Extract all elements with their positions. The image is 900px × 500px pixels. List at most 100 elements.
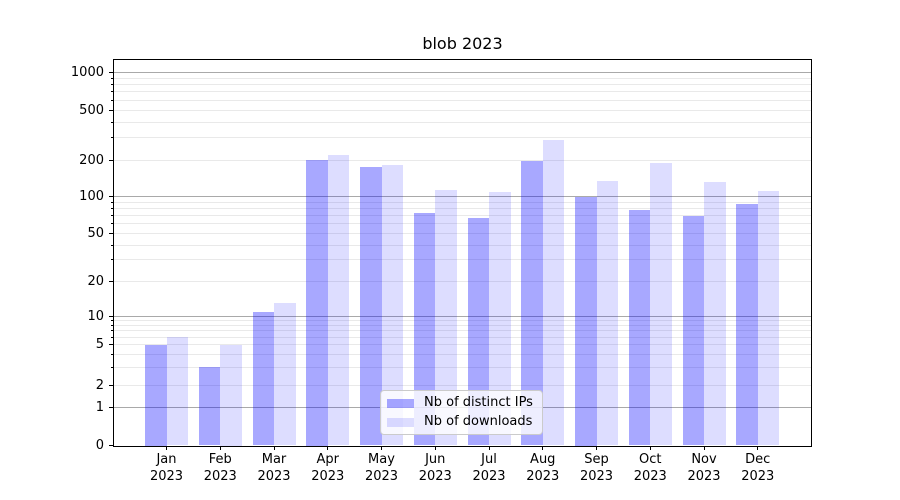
y-minor-tick-mark-50	[111, 233, 114, 234]
y-minor-tick-mark-5	[111, 344, 114, 345]
y-tick-label-20: 20	[87, 273, 104, 289]
x-tick-year-jul: 2023	[472, 469, 506, 484]
gridline-major-10	[114, 316, 811, 317]
bar-jul-distinct-ips	[467, 217, 489, 446]
y-tick-mark-1	[109, 407, 114, 408]
x-tick-label-jun: Jun 2023	[405, 451, 465, 485]
bar-jan-distinct-ips	[145, 344, 167, 446]
gridline-minor-2	[114, 384, 811, 386]
y-minor-tick-mark-70	[111, 215, 114, 217]
x-tick-month-aug: Aug	[530, 452, 556, 467]
x-tick-label-apr: Apr 2023	[298, 451, 358, 485]
y-minor-tick-mark-60	[111, 223, 114, 225]
y-minor-tick-mark-7	[111, 330, 114, 332]
gridline-minor-40	[114, 244, 811, 246]
x-tick-label-mar: Mar 2023	[244, 451, 304, 485]
y-minor-tick-mark-90	[111, 201, 114, 203]
bar-may-distinct-ips	[360, 166, 382, 446]
bar-dec-distinct-ips	[736, 203, 758, 446]
x-tick-year-nov: 2023	[687, 469, 721, 484]
x-tick-month-dec: Dec	[745, 452, 771, 467]
gridline-minor-600	[114, 99, 811, 101]
legend-label-downloads: Nb of downloads	[424, 414, 533, 429]
bar-apr-downloads	[327, 155, 350, 446]
gridline-minor-4	[114, 353, 811, 355]
gridline-minor-700	[114, 91, 811, 93]
gridline-minor-800	[114, 84, 811, 86]
y-minor-tick-mark-6	[111, 336, 114, 338]
x-tick-year-jan: 2023	[149, 469, 184, 484]
gridline-minor-6	[114, 336, 811, 338]
x-tick-month-apr: Apr	[316, 452, 340, 467]
y-minor-tick-mark-700	[111, 91, 114, 93]
bar-jun-distinct-ips	[413, 213, 436, 446]
y-minor-tick-mark-200	[111, 159, 114, 161]
x-tick-mark-oct	[649, 446, 651, 450]
bar-jun-downloads	[435, 190, 457, 446]
y-minor-tick-mark-8	[111, 325, 114, 326]
bar-aug-distinct-ips	[521, 161, 543, 446]
gridline-minor-80	[114, 207, 811, 209]
x-tick-mark-jan	[166, 446, 167, 450]
gridline-minor-70	[114, 215, 811, 217]
y-minor-tick-mark-2	[111, 384, 114, 386]
y-tick-label-50: 50	[87, 226, 104, 241]
x-tick-year-aug: 2023	[526, 469, 560, 484]
y-tick-mark-0	[109, 445, 114, 446]
x-tick-mark-jun	[434, 446, 436, 450]
y-tick-label-100: 100	[79, 189, 104, 204]
y-tick-label-1: 1	[95, 400, 104, 415]
y-tick-mark-10	[109, 316, 114, 317]
bar-oct-downloads	[650, 162, 672, 446]
x-tick-year-feb: 2023	[203, 469, 237, 484]
x-tick-mark-jul	[488, 446, 490, 450]
gridline-minor-8	[114, 325, 811, 326]
gridline-minor-300	[114, 137, 811, 139]
x-tick-month-jun: Jun	[425, 452, 446, 467]
bar-sep-downloads	[596, 181, 618, 446]
y-tick-mark-1000	[109, 72, 114, 73]
y-tick-label-2: 2	[95, 377, 104, 393]
y-tick-label-500: 500	[79, 102, 104, 118]
bar-apr-distinct-ips	[306, 160, 328, 446]
legend-swatch-distinct-ips	[387, 398, 414, 408]
bar-nov-downloads	[704, 182, 726, 446]
gridline-minor-400	[114, 121, 811, 123]
gridline-minor-90	[114, 201, 811, 203]
legend-label-distinct-ips: Nb of distinct IPs	[424, 395, 533, 410]
x-tick-mark-apr	[327, 446, 329, 450]
gridline-minor-9	[114, 320, 811, 322]
x-tick-year-jun: 2023	[418, 469, 452, 484]
x-tick-mark-feb	[219, 446, 221, 450]
y-minor-tick-mark-4	[111, 353, 114, 355]
y-minor-tick-mark-30	[111, 259, 114, 261]
x-tick-label-feb: Feb 2023	[190, 451, 250, 485]
x-tick-month-sep: Sep	[584, 452, 609, 467]
x-tick-label-may: May 2023	[352, 451, 412, 485]
x-tick-month-jan: Jan	[156, 452, 177, 467]
y-minor-tick-mark-9	[111, 320, 114, 322]
bar-dec-downloads	[757, 191, 780, 446]
x-tick-mark-nov	[703, 446, 705, 450]
y-tick-label-10: 10	[87, 309, 104, 324]
y-minor-tick-mark-800	[111, 84, 114, 86]
legend: Nb of distinct IPs Nb of downloads	[380, 390, 543, 435]
y-minor-tick-mark-300	[111, 137, 114, 139]
y-minor-tick-mark-500	[111, 109, 114, 111]
x-tick-year-may: 2023	[364, 469, 399, 484]
x-tick-year-oct: 2023	[633, 469, 667, 484]
y-tick-mark-100	[109, 196, 114, 197]
bar-aug-downloads	[542, 140, 565, 446]
y-minor-tick-mark-600	[111, 99, 114, 101]
bar-mar-distinct-ips	[252, 311, 274, 446]
gridline-minor-200	[114, 159, 811, 161]
x-tick-year-sep: 2023	[579, 469, 614, 484]
x-tick-label-jul: Jul 2023	[459, 451, 519, 485]
x-tick-label-dec: Dec 2023	[728, 451, 788, 485]
x-tick-month-may: May	[368, 452, 395, 467]
gridline-minor-20	[114, 280, 811, 282]
y-minor-tick-mark-80	[111, 207, 114, 209]
y-tick-label-5: 5	[95, 337, 104, 352]
y-minor-tick-mark-20	[111, 280, 114, 282]
